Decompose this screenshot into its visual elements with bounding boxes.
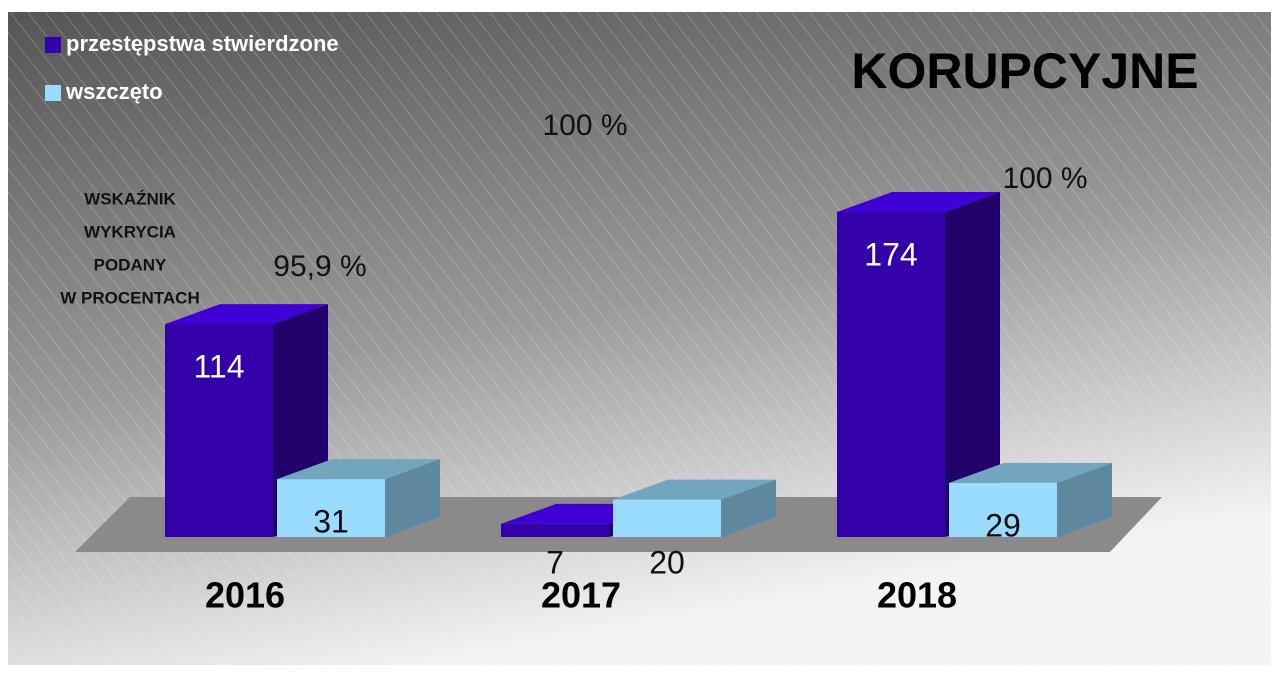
bar-top bbox=[613, 479, 776, 500]
value-label: 20 bbox=[649, 544, 685, 580]
value-label: 114 bbox=[193, 349, 244, 385]
value-label: 29 bbox=[985, 507, 1021, 543]
annotation: 100 % bbox=[542, 109, 627, 142]
note: WSKAŹNIK WYKRYCIA PODANY W PROCENTACH bbox=[60, 189, 199, 307]
bar-top bbox=[949, 462, 1112, 483]
bar bbox=[613, 499, 721, 537]
bar bbox=[949, 482, 1057, 537]
x-tick-label: 2017 bbox=[541, 575, 621, 616]
bar-side bbox=[385, 459, 440, 537]
note-line: WYKRYCIA bbox=[84, 222, 176, 241]
legend-label: wszczęto bbox=[65, 79, 163, 104]
bar-top bbox=[837, 192, 1000, 212]
bar bbox=[837, 212, 945, 537]
legend-swatch bbox=[45, 37, 61, 53]
bar-side bbox=[1057, 462, 1112, 537]
bar bbox=[165, 324, 273, 537]
note-line: PODANY bbox=[94, 255, 167, 274]
bar-side bbox=[721, 479, 776, 537]
bar-top bbox=[165, 304, 328, 325]
bar bbox=[501, 523, 609, 537]
bar-side bbox=[945, 192, 1000, 537]
annotations: 95,9 % 100 % 100 % bbox=[273, 109, 1087, 283]
bar-top bbox=[277, 459, 440, 480]
note-line: WSKAŹNIK bbox=[84, 189, 176, 208]
legend-swatch bbox=[45, 85, 61, 101]
x-tick-label: 2016 bbox=[205, 575, 285, 616]
annotation: 100 % bbox=[1002, 162, 1087, 195]
chart-title: KORUPCYJNE bbox=[851, 43, 1198, 99]
value-label: 7 bbox=[546, 544, 564, 580]
value-label: 174 bbox=[864, 236, 917, 272]
x-tick-label: 2018 bbox=[877, 575, 957, 616]
value-label: 31 bbox=[313, 504, 349, 540]
annotation: 95,9 % bbox=[273, 250, 366, 283]
note-line: W PROCENTACH bbox=[60, 288, 199, 307]
bar bbox=[277, 479, 385, 537]
legend-label: przestępstwa stwierdzone bbox=[66, 31, 339, 56]
